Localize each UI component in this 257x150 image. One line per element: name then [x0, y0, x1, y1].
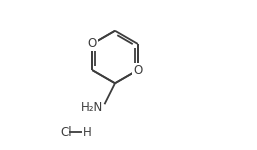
- Text: Cl: Cl: [60, 126, 72, 138]
- Text: H₂N: H₂N: [80, 101, 103, 114]
- Text: O: O: [88, 37, 97, 50]
- Text: H: H: [83, 126, 92, 138]
- Text: O: O: [133, 64, 142, 77]
